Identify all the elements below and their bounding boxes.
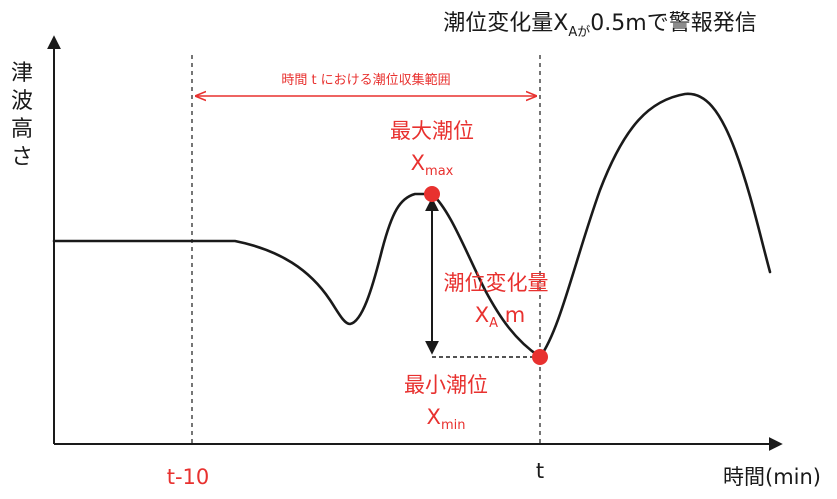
min-var: X bbox=[427, 405, 441, 429]
max-tide-point bbox=[424, 186, 440, 202]
change-var: X bbox=[475, 303, 489, 327]
y-axis-label-3: 高 bbox=[11, 117, 33, 142]
max-tide-variable: Xmax bbox=[411, 151, 454, 179]
max-subscript: max bbox=[425, 164, 454, 179]
x-axis-label: 時間(min) bbox=[723, 465, 821, 489]
min-tide-point bbox=[532, 349, 548, 365]
change-amount-label: 潮位変化量 bbox=[444, 271, 549, 295]
y-axis-label-4: さ bbox=[11, 145, 33, 170]
y-axis-label-2: 波 bbox=[11, 89, 33, 114]
tick-label-t-minus-10: t-10 bbox=[167, 465, 210, 489]
change-subscript: A bbox=[489, 316, 498, 331]
y-axis-label-1: 津 bbox=[11, 61, 33, 86]
min-tide-variable: Xmin bbox=[427, 405, 466, 433]
title-subscript: Aが bbox=[568, 25, 590, 40]
tick-label-t: t bbox=[536, 459, 544, 483]
max-tide-label: 最大潮位 bbox=[390, 119, 474, 143]
max-var: X bbox=[411, 151, 425, 175]
min-tide-label: 最小潮位 bbox=[404, 373, 488, 397]
change-amount-variable: XA m bbox=[475, 303, 525, 331]
title-text-end: 0.5mで警報発信 bbox=[590, 11, 756, 36]
title-text: 潮位変化量X bbox=[443, 11, 568, 36]
diagram-title: 潮位変化量XAが0.5mで警報発信 bbox=[443, 11, 756, 40]
min-subscript: min bbox=[441, 418, 466, 433]
tide-curve bbox=[52, 92, 772, 359]
change-unit: m bbox=[498, 303, 525, 327]
collection-range-label: 時間 t における潮位収集範囲 bbox=[281, 72, 450, 88]
